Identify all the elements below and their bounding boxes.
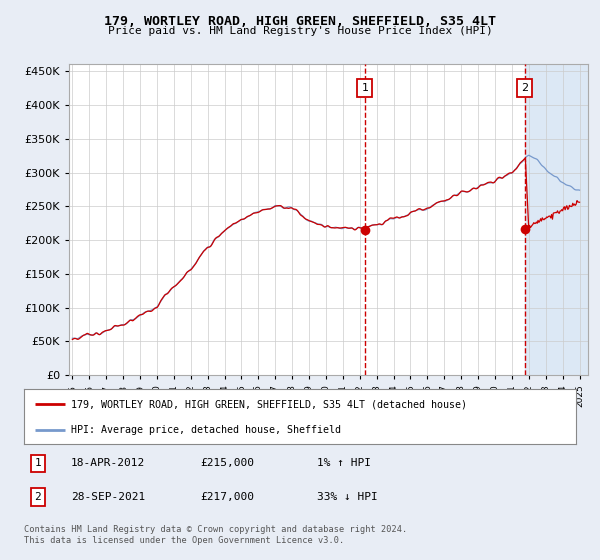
Text: 2: 2 (34, 492, 41, 502)
Text: 1% ↑ HPI: 1% ↑ HPI (317, 459, 371, 468)
Text: HPI: Average price, detached house, Sheffield: HPI: Average price, detached house, Shef… (71, 425, 341, 435)
Text: £215,000: £215,000 (200, 459, 254, 468)
Bar (524, 64, 588, 375)
Text: 33% ↓ HPI: 33% ↓ HPI (317, 492, 377, 502)
Text: 1: 1 (34, 459, 41, 468)
Text: Contains HM Land Registry data © Crown copyright and database right 2024.
This d: Contains HM Land Registry data © Crown c… (24, 525, 407, 545)
Text: 1: 1 (361, 83, 368, 93)
Text: Price paid vs. HM Land Registry's House Price Index (HPI): Price paid vs. HM Land Registry's House … (107, 26, 493, 36)
Text: 2: 2 (521, 83, 528, 93)
Text: £217,000: £217,000 (200, 492, 254, 502)
Text: 179, WORTLEY ROAD, HIGH GREEN, SHEFFIELD, S35 4LT (detached house): 179, WORTLEY ROAD, HIGH GREEN, SHEFFIELD… (71, 399, 467, 409)
Text: 179, WORTLEY ROAD, HIGH GREEN, SHEFFIELD, S35 4LT: 179, WORTLEY ROAD, HIGH GREEN, SHEFFIELD… (104, 15, 496, 27)
Text: 28-SEP-2021: 28-SEP-2021 (71, 492, 145, 502)
Text: 18-APR-2012: 18-APR-2012 (71, 459, 145, 468)
